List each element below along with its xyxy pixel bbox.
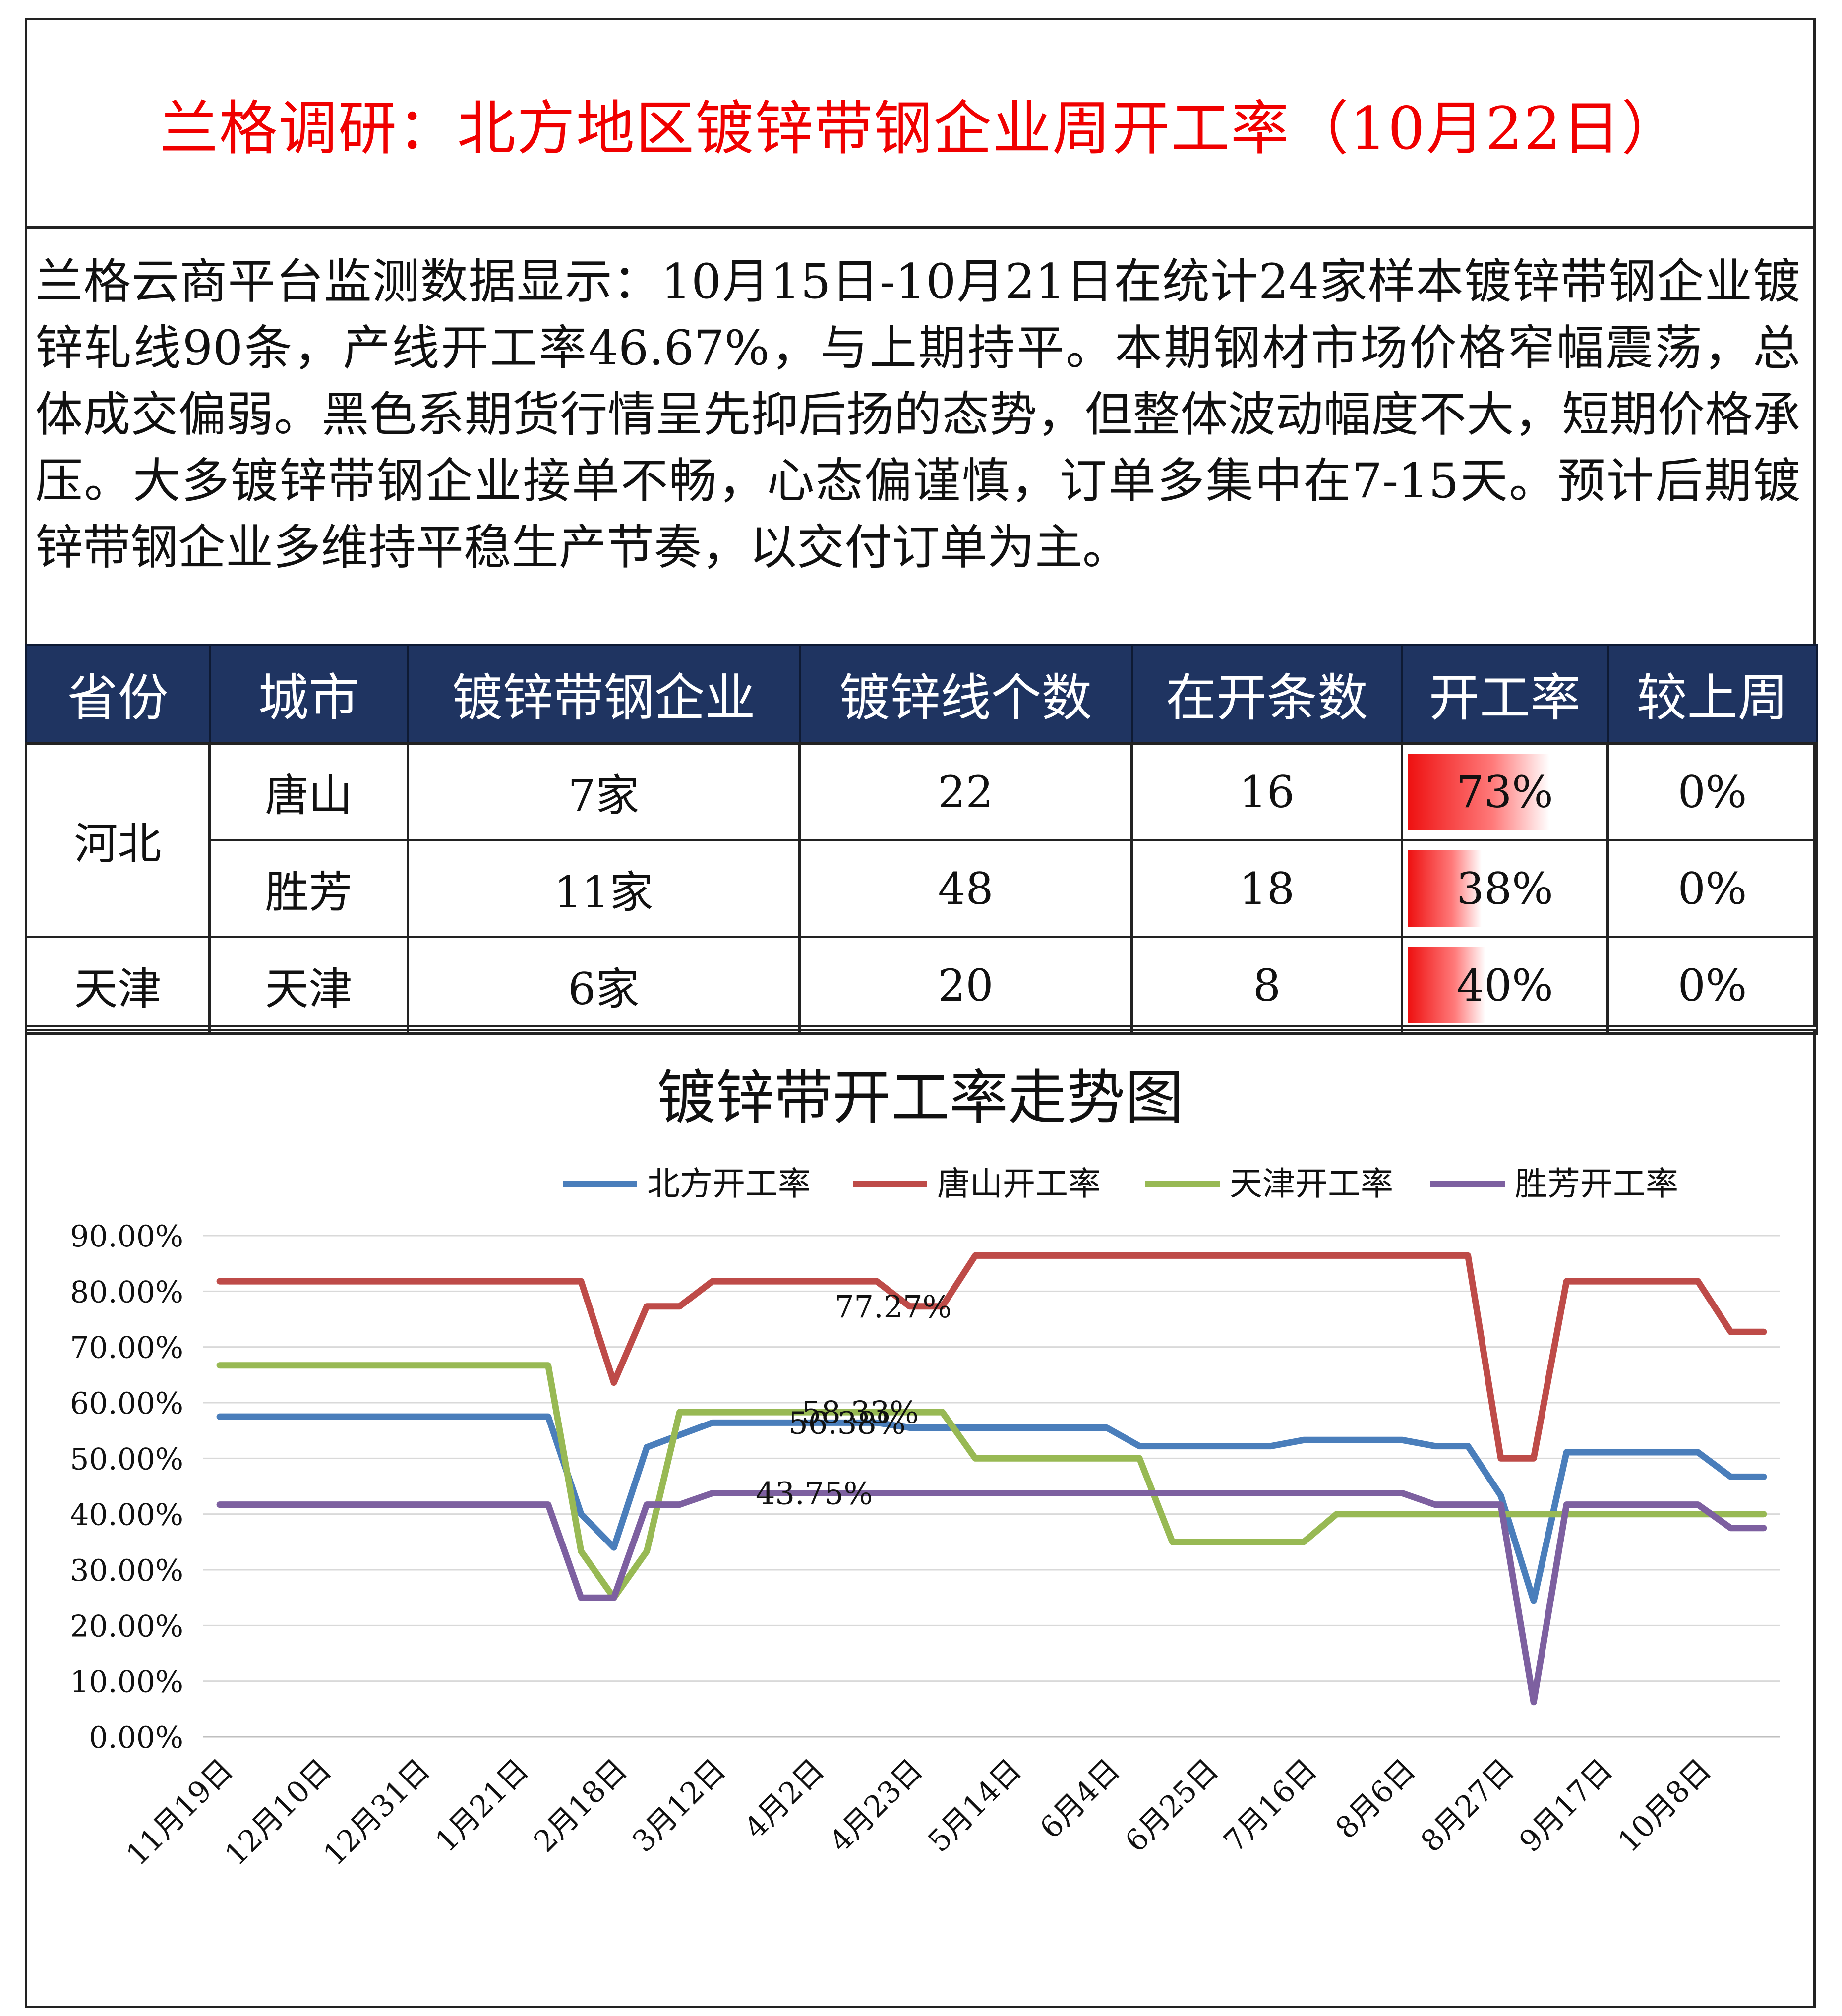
rate-databar xyxy=(1408,754,1549,830)
data-label: 77.27% xyxy=(834,1289,951,1325)
x-tick-label: 1月21日 xyxy=(429,1752,535,1859)
table-row: 河北 唐山 7家 22 16 73% 0% xyxy=(25,742,1818,938)
y-tick-label: 90.00% xyxy=(70,1219,183,1254)
y-tick-label: 70.00% xyxy=(70,1331,183,1365)
x-tick-label: 5月14日 xyxy=(921,1752,1028,1859)
rate-cell: 40% xyxy=(1401,936,1609,1035)
x-tick-label: 12月31日 xyxy=(317,1752,437,1872)
x-tick-label: 2月18日 xyxy=(527,1752,634,1859)
province-cell: 河北 xyxy=(25,742,211,938)
header-running: 在开条数 xyxy=(1130,644,1403,745)
lines-cell: 48 xyxy=(798,839,1133,938)
series-line xyxy=(216,1252,1767,1462)
rate-databar xyxy=(1408,850,1482,927)
x-tick-label: 8月6日 xyxy=(1329,1752,1422,1845)
change-cell: 0% xyxy=(1606,742,1818,841)
x-tick-label: 7月16日 xyxy=(1217,1752,1324,1859)
data-label: 56.38% xyxy=(788,1405,905,1441)
series-line xyxy=(216,1362,1767,1601)
city-cell: 唐山 xyxy=(208,742,409,841)
rate-cell: 73% xyxy=(1401,742,1609,841)
x-tick-label: 6月25日 xyxy=(1119,1752,1225,1859)
table-row: 胜芳 11家 48 18 38% 0% xyxy=(26,839,1818,938)
city-cell: 天津 xyxy=(208,936,409,1035)
y-tick-label: 10.00% xyxy=(70,1665,183,1700)
data-label: 43.75% xyxy=(756,1476,873,1512)
y-tick-label: 20.00% xyxy=(70,1609,183,1644)
series-line xyxy=(216,1413,1767,1604)
header-province: 省份 xyxy=(25,644,211,745)
x-tick-label: 6月4日 xyxy=(1033,1752,1127,1845)
running-cell: 16 xyxy=(1130,742,1403,841)
change-cell: 0% xyxy=(1606,936,1818,1035)
table-header-row: 省份 城市 镀锌带钢企业 镀锌线个数 在开条数 开工率 较上周 xyxy=(25,644,1818,745)
report-frame: 兰格调研：北方地区镀锌带钢企业周开工率（10月22日） 兰格云商平台监测数据显示… xyxy=(25,18,1816,1027)
series-line xyxy=(216,1490,1767,1706)
x-tick-label: 11月19日 xyxy=(119,1752,239,1872)
x-tick-label: 10月8日 xyxy=(1611,1752,1718,1859)
header-city: 城市 xyxy=(208,644,409,745)
legend-label: 北方开工率 xyxy=(647,1165,811,1203)
y-tick-label: 60.00% xyxy=(70,1386,183,1421)
lines-cell: 20 xyxy=(798,936,1133,1035)
title-box: 兰格调研：北方地区镀锌带钢企业周开工率（10月22日） xyxy=(27,20,1813,229)
header-change: 较上周 xyxy=(1606,644,1818,745)
x-tick-label: 8月27日 xyxy=(1414,1752,1521,1859)
y-tick-label: 0.00% xyxy=(89,1720,183,1755)
legend-label: 唐山开工率 xyxy=(937,1165,1101,1203)
change-cell: 0% xyxy=(1606,839,1818,938)
x-tick-label: 3月12日 xyxy=(626,1752,732,1859)
x-tick-label: 9月17日 xyxy=(1513,1752,1619,1859)
x-tick-label: 4月2日 xyxy=(738,1752,831,1845)
rate-value: 73% xyxy=(1456,766,1553,818)
rate-value: 40% xyxy=(1456,959,1553,1011)
legend-label: 胜芳开工率 xyxy=(1515,1165,1678,1203)
running-cell: 18 xyxy=(1130,839,1403,938)
city-cell: 胜芳 xyxy=(208,839,409,938)
rate-cell: 38% xyxy=(1401,839,1609,938)
header-rate: 开工率 xyxy=(1401,644,1609,745)
legend-label: 天津开工率 xyxy=(1230,1165,1393,1203)
y-tick-label: 30.00% xyxy=(70,1553,183,1588)
chart-container: 镀锌带开工率走势图 0.00% 10.00% 20.00% 30.00% 40.00% 50… xyxy=(25,1029,1816,2008)
data-label: 58.33% xyxy=(802,1394,919,1430)
y-tick-label: 40.00% xyxy=(70,1498,183,1533)
x-tick-label: 12月10日 xyxy=(218,1752,338,1872)
lines-cell: 22 xyxy=(798,742,1133,841)
y-tick-label: 50.00% xyxy=(70,1442,183,1477)
running-cell: 8 xyxy=(1130,936,1403,1035)
rate-databar xyxy=(1408,947,1485,1023)
line-chart: 镀锌带开工率走势图 0.00% 10.00% 20.00% 30.00% 40.00% 50… xyxy=(70,1064,1780,1872)
summary-text: 兰格云商平台监测数据显示：10月15日-10月21日在统计24家样本镀锌带钢企业… xyxy=(35,254,1800,575)
province-cell: 天津 xyxy=(25,936,211,1035)
table-row: 天津 天津 6家 20 8 40% 0% xyxy=(25,936,1818,1035)
companies-cell: 7家 xyxy=(407,742,801,841)
report-title: 兰格调研：北方地区镀锌带钢企业周开工率（10月22日） xyxy=(159,94,1681,163)
rate-value: 38% xyxy=(1456,863,1553,914)
companies-cell: 11家 xyxy=(407,839,801,938)
header-companies: 镀锌带钢企业 xyxy=(407,644,801,745)
y-tick-label: 80.00% xyxy=(70,1275,183,1309)
operating-rate-table: 省份 城市 镀锌带钢企业 镀锌线个数 在开条数 开工率 较上周 河北 唐山 7家… xyxy=(25,644,1818,1035)
companies-cell: 6家 xyxy=(407,936,801,1035)
x-tick-label: 4月23日 xyxy=(823,1752,930,1859)
chart-title: 镀锌带开工率走势图 xyxy=(657,1064,1184,1132)
header-lines: 镀锌线个数 xyxy=(798,644,1133,745)
